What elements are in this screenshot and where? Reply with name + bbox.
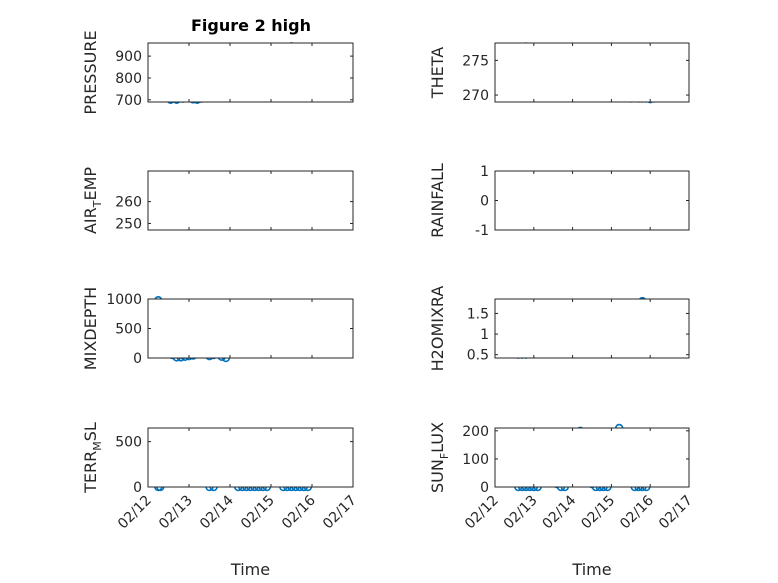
y-tick-label: 260: [115, 195, 142, 211]
subplot-1: 700 800 900 PRESSURE: [81, 30, 354, 115]
x-tick-label: 02/12: [462, 493, 502, 533]
x-tick-label: 02/14: [197, 492, 237, 532]
x-tick-label: 02/14: [540, 492, 580, 532]
subplot-4: -1 0 1 RAINFALL: [428, 163, 690, 239]
y-tick-label: 500: [115, 435, 142, 451]
y-tick-label: 0.5: [467, 348, 489, 364]
figure-title: Figure 2 high: [191, 16, 311, 35]
axes-box: [147, 42, 354, 103]
y-tick-label: 500: [115, 322, 142, 338]
axes-box: [494, 42, 690, 103]
y-tick-label: 275: [462, 53, 489, 69]
x-axis-label: Time: [571, 560, 611, 579]
y-axis-label: H2OMIXRA: [428, 286, 447, 372]
subplot-7: 0 500 02/12 02/13 02/14 02/15 02/16 02/17 TERRMS…: [81, 422, 360, 579]
y-axis-label: TERRMSL: [81, 422, 104, 494]
axes-box: [147, 427, 354, 488]
axes-box: [147, 298, 354, 359]
axes-box: [147, 170, 354, 231]
y-tick-label: 0: [133, 480, 142, 496]
y-tick-label: 1: [480, 164, 489, 180]
axes-box: [494, 427, 690, 488]
y-tick-label: 800: [115, 71, 142, 87]
y-tick-label: -1: [475, 223, 489, 239]
y-axis-label: MIXDEPTH: [81, 287, 100, 370]
axes-box: [494, 298, 690, 359]
x-tick-label: 02/17: [320, 493, 360, 533]
y-axis-label: RAINFALL: [428, 163, 447, 238]
x-tick-label: 02/17: [656, 493, 696, 533]
subplot-5: 0 500 1000 MIXDEPTH: [81, 287, 354, 370]
subplot-2: 270 275 THETA: [428, 42, 690, 104]
subplot-6: 0.5 1 1.5 H2OMIXRA: [428, 286, 690, 372]
y-tick-label: 100: [462, 452, 489, 468]
x-axis-label: Time: [230, 560, 270, 579]
y-tick-label: 270: [462, 88, 489, 104]
y-tick-label: 0: [133, 351, 142, 367]
subplot-3: 250 260 AIRTEMP: [81, 167, 354, 234]
y-axis-label: THETA: [428, 47, 447, 99]
y-axis-label: PRESSURE: [81, 30, 100, 114]
y-tick-label: 900: [115, 49, 142, 65]
subplot-grid: 700 800 900 PRESSURE 270 275 THETA 250 260 AIRTEM…: [81, 30, 696, 579]
x-tick-label: 02/16: [617, 492, 657, 532]
y-tick-label: 0: [480, 480, 489, 496]
y-tick-label: 1.5: [467, 306, 489, 322]
x-tick-label: 02/13: [156, 493, 196, 533]
y-tick-label: 250: [115, 216, 142, 232]
y-tick-label: 0: [480, 194, 489, 210]
x-tick-label: 02/15: [578, 493, 618, 533]
x-tick-label: 02/15: [238, 493, 278, 533]
y-tick-label: 1: [480, 327, 489, 343]
axes-box: [494, 170, 690, 231]
x-tick-label: 02/13: [501, 493, 541, 533]
y-tick-label: 700: [115, 93, 142, 109]
y-axis-label: AIRTEMP: [81, 167, 104, 234]
y-axis-label: SUNFLUX: [428, 422, 451, 493]
x-tick-label: 02/12: [115, 493, 155, 533]
y-tick-label: 1000: [106, 292, 142, 308]
x-tick-label: 02/16: [279, 492, 319, 532]
y-tick-label: 200: [462, 424, 489, 440]
